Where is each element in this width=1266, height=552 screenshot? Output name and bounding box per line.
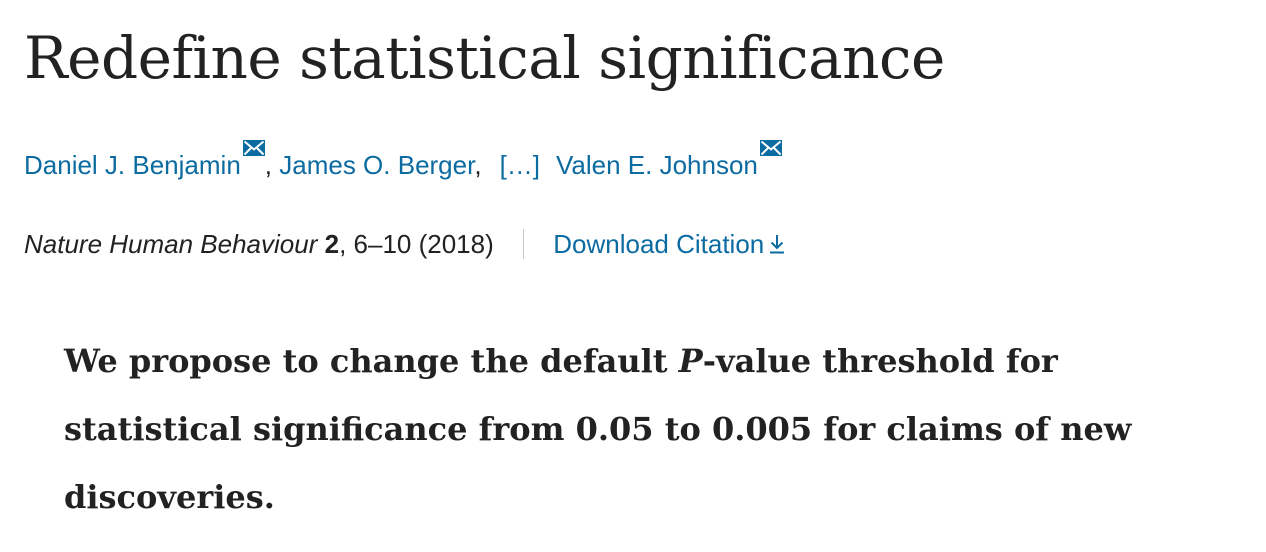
author-separator: , xyxy=(474,150,482,180)
abstract-text-end: -value threshold for statistical signifi… xyxy=(64,342,1132,516)
author-separator: , xyxy=(264,150,273,180)
mail-icon[interactable] xyxy=(242,140,265,156)
mail-icon[interactable] xyxy=(759,140,782,156)
download-citation-link[interactable]: Download Citation xyxy=(553,229,786,259)
meta-divider xyxy=(523,229,524,259)
pages-year: , 6–10 (2018) xyxy=(339,229,494,259)
author-link-johnson[interactable]: Valen E. Johnson xyxy=(556,150,758,180)
author-link-berger[interactable]: James O. Berger xyxy=(279,150,475,180)
show-all-authors-link[interactable]: […] xyxy=(499,150,541,180)
citation-meta: Nature Human Behaviour 2, 6–10 (2018) Do… xyxy=(24,224,786,264)
abstract-text-start: We propose to change the default xyxy=(64,342,679,380)
download-citation-label: Download Citation xyxy=(553,229,765,259)
article-title: Redefine statistical significance xyxy=(24,24,945,92)
journal-name: Nature Human Behaviour xyxy=(24,229,318,259)
journal-volume: 2 xyxy=(324,229,340,259)
download-icon xyxy=(768,234,786,254)
abstract-text: We propose to change the default P-value… xyxy=(64,327,1214,531)
author-list: Daniel J. Benjamin, James O. Berger, […] V… xyxy=(24,140,782,185)
abstract-p-italic: P xyxy=(678,342,703,380)
author-link-benjamin[interactable]: Daniel J. Benjamin xyxy=(24,150,241,180)
